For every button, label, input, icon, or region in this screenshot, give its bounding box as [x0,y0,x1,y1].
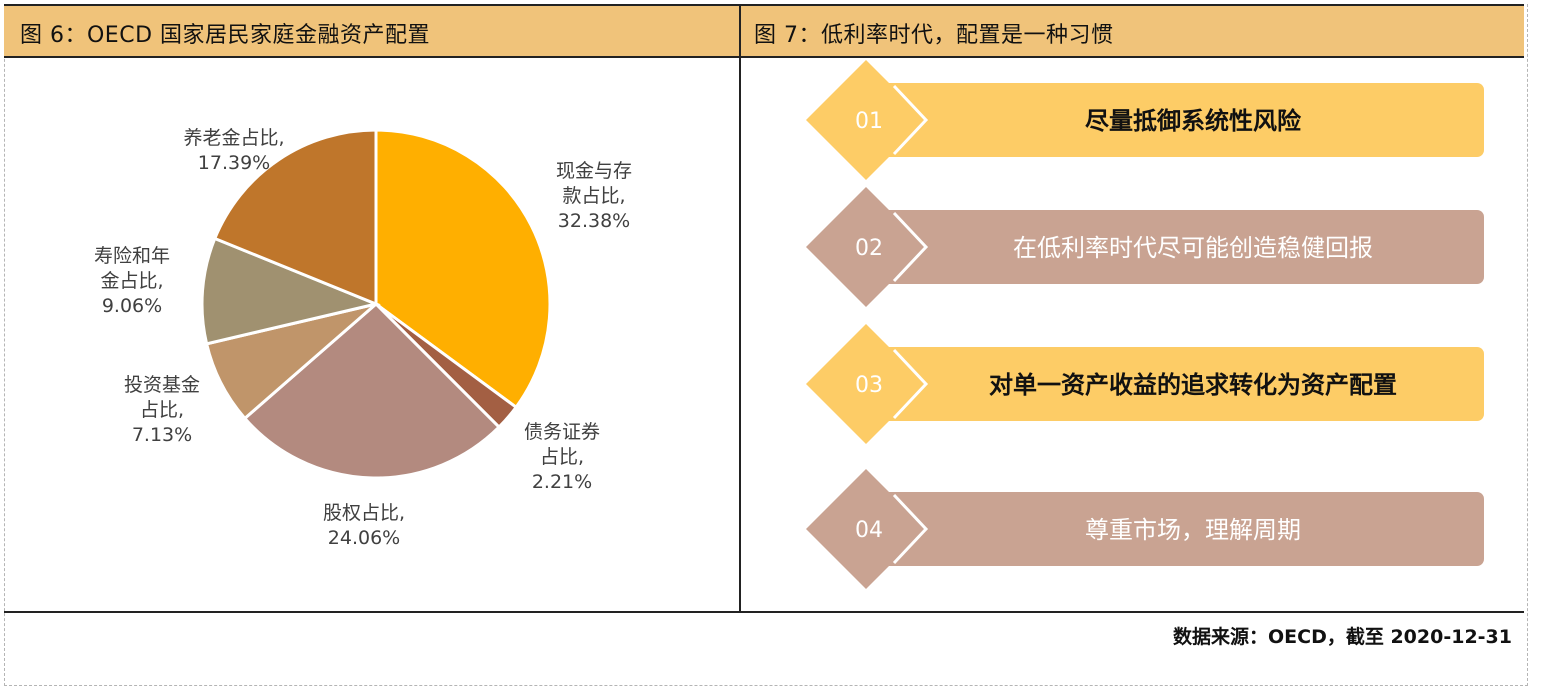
figure-6-title: 图 6：OECD 国家居民家庭金融资产配置 [20,23,431,48]
chevron-icon [892,84,929,156]
pie-label-2: 股权占比, 24.06% [323,502,405,549]
figure-7-title: 图 7：低利率时代，配置是一种习惯 [754,23,1114,48]
pie-label-3: 投资基金占比, 7.13% [124,374,200,446]
strategy-item-3: 03 对单一资产收益的追求转化为资产配置 [806,324,1484,444]
strategy-bar [878,210,1484,284]
pie-label-4: 寿险和年金占比, 9.06% [94,245,170,317]
strategy-item-2: 02 在低利率时代尽可能创造稳健回报 [806,187,1484,307]
pie-label-1: 债务证券占比, 2.21% [524,421,600,493]
panel-divider [739,4,741,612]
strategy-number: 04 [855,518,883,543]
strategy-number: 03 [855,373,883,398]
strategy-text: 尽量抵御系统性风险 [1085,107,1302,135]
pie-slice-4 [200,236,381,346]
strategy-list: 01 尽量抵御系统性风险 02 在低利率时代尽可能创造稳健回报 03 对单一资产收益的追求… [806,60,1484,589]
pie-slice-5 [212,128,378,307]
pie-slice-2 [242,301,502,480]
strategy-item-4: 04 尊重市场，理解周期 [806,469,1484,589]
strategy-bar [878,83,1484,157]
pie-chart: 现金与存款占比, 32.38% 债务证券占比, 2.21% 股权占比, 24.06% 投资基… [94,127,632,549]
chevron-icon [892,348,929,420]
figure-frame [4,4,1528,686]
strategy-text: 对单一资产收益的追求转化为资产配置 [989,371,1397,399]
bottom-rule [4,611,1524,613]
strategy-text: 在低利率时代尽可能创造稳健回报 [1013,234,1373,262]
pie-slice-0 [374,128,552,410]
header-bar [4,4,1524,58]
strategy-bar [878,492,1484,566]
strategy-item-1: 01 尽量抵御系统性风险 [806,60,1484,180]
chevron-icon [892,493,929,565]
strategy-number: 01 [855,109,883,134]
strategy-text: 尊重市场，理解周期 [1085,516,1301,544]
pie-label-0: 现金与存款占比, 32.38% [556,160,632,232]
data-source: 数据来源：OECD，截至 2020-12-31 [1173,626,1512,648]
chevron-icon [892,211,929,283]
pie-label-5: 养老金占比, 17.39% [183,127,284,174]
strategy-number: 02 [855,236,883,261]
strategy-bar [878,347,1484,421]
